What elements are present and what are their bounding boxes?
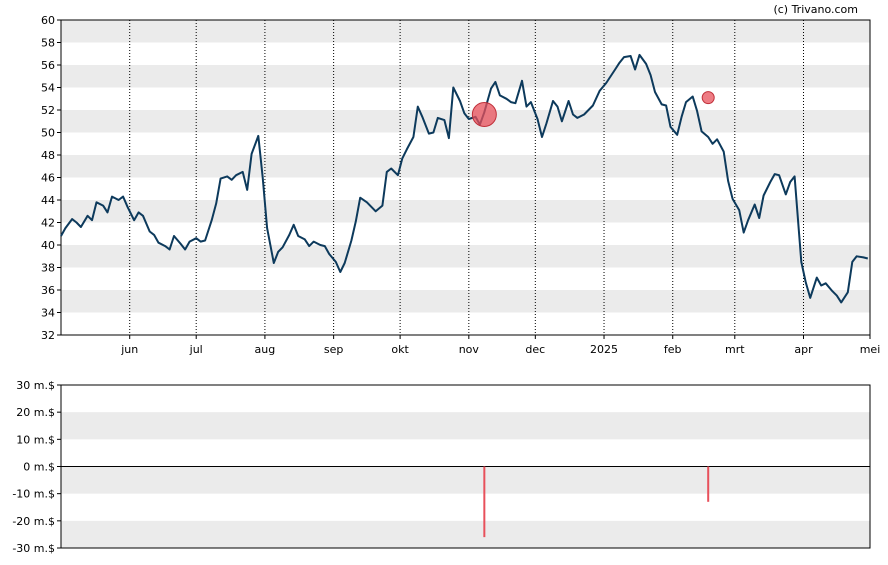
y-tick-label: 42 [41, 217, 55, 230]
x-tick-label: 2025 [590, 343, 618, 356]
x-tick-label: dec [525, 343, 545, 356]
x-tick-label: nov [459, 343, 480, 356]
y-tick-label: 30 m.$ [16, 379, 55, 392]
y-tick-label: 52 [41, 104, 55, 117]
y-tick-label: 58 [41, 37, 55, 50]
transaction-grid-band [61, 412, 870, 440]
y-tick-label: 20 m.$ [16, 406, 55, 419]
price-series [60, 53, 869, 304]
y-tick-label: 44 [41, 194, 55, 207]
transaction-marker [471, 102, 497, 127]
transaction-grid-band [61, 520, 870, 548]
transaction-markers [471, 91, 715, 127]
transaction-grid-band [61, 466, 870, 494]
y-tick-label: 0 m.$ [23, 461, 55, 474]
y-tick-label: 32 [41, 329, 55, 342]
x-axis: jun jul aug sep okt nov dec 2025 feb mrt apr mei [120, 335, 880, 356]
price-line [60, 53, 869, 304]
x-tick-label: mei [860, 343, 881, 356]
y-tick-label: 38 [41, 262, 55, 275]
y-tick-label: 34 [41, 307, 55, 320]
y-tick-label: -10 m.$ [12, 488, 55, 501]
price-chart-panel: 60 58 56 54 52 50 48 46 44 42 40 38 36 34 32 jun jul aug… [41, 14, 880, 356]
price-grid-bands [61, 20, 870, 313]
x-tick-label: aug [255, 343, 276, 356]
y-tick-label: 40 [41, 239, 55, 252]
x-tick-label: mrt [725, 343, 745, 356]
x-tick-label: okt [391, 343, 409, 356]
x-tick-label: feb [664, 343, 682, 356]
y-tick-label: 36 [41, 284, 55, 297]
price-grid-band [61, 65, 870, 88]
y-tick-label: 46 [41, 172, 55, 185]
x-tick-label: sep [324, 343, 343, 356]
credit-label: (c) Trivano.com [773, 3, 858, 16]
y-tick-label: 54 [41, 82, 55, 95]
price-grid-band [61, 155, 870, 178]
transaction-marker [701, 91, 715, 105]
transaction-bars [483, 466, 710, 538]
y-tick-label: -20 m.$ [12, 515, 55, 528]
price-grid-band [61, 200, 870, 223]
transaction-y-axis: 30 m.$ 20 m.$ 10 m.$ 0 m.$ -10 m.$ -20 m.$ -30… [12, 379, 61, 555]
x-tick-label: apr [794, 343, 813, 356]
y-tick-label: -30 m.$ [12, 542, 55, 555]
transaction-chart-panel: 30 m.$ 20 m.$ 10 m.$ 0 m.$ -10 m.$ -20 m.$ -30… [12, 379, 871, 555]
y-tick-label: 48 [41, 149, 55, 162]
price-grid-band [61, 20, 870, 43]
x-tick-label: jul [189, 343, 203, 356]
y-tick-label: 10 m.$ [16, 433, 55, 446]
y-tick-label: 60 [41, 14, 55, 27]
y-tick-label: 56 [41, 59, 55, 72]
price-grid-band [61, 290, 870, 313]
y-tick-label: 50 [41, 127, 55, 140]
transaction-grid-bands [61, 412, 870, 548]
price-grid-band [61, 245, 870, 268]
x-tick-label: jun [120, 343, 138, 356]
price-y-axis: 60 58 56 54 52 50 48 46 44 42 40 38 36 34 32 [41, 14, 61, 342]
